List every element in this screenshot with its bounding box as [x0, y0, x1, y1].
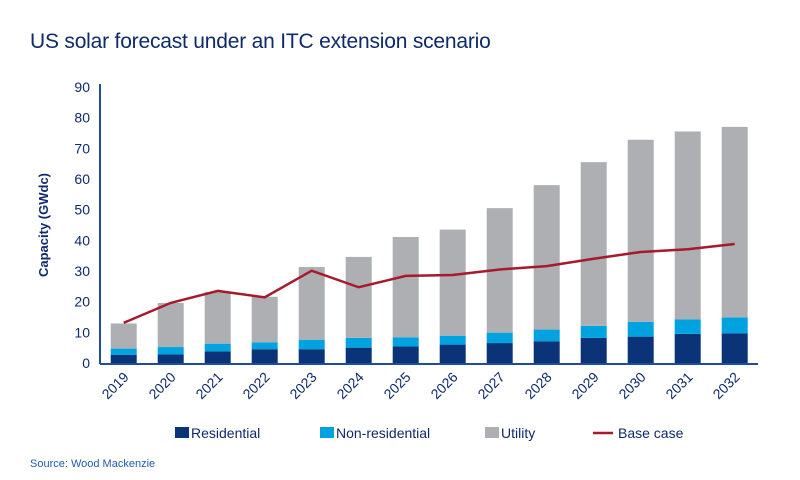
x-tick-label: 2024: [333, 369, 366, 402]
x-tick-label: 2023: [286, 369, 319, 402]
y-tick-label: 20: [74, 294, 90, 310]
bar-residential: [157, 354, 184, 363]
y-axis-label: Capacity (GWdc): [36, 173, 51, 277]
bar-non-residential: [721, 317, 748, 334]
bar-utility: [533, 185, 560, 330]
y-tick-label: 10: [74, 324, 90, 340]
bar-residential: [674, 333, 701, 363]
bar-residential: [486, 343, 513, 363]
bar-utility: [439, 229, 466, 336]
x-tick-label: 2019: [98, 369, 131, 402]
bar-utility: [110, 323, 137, 349]
y-tick-label: 30: [74, 263, 90, 279]
bar-residential: [580, 337, 607, 363]
bar-residential: [627, 336, 654, 363]
bar-non-residential: [251, 342, 278, 350]
bar-non-residential: [674, 319, 701, 334]
bar-residential: [204, 351, 231, 363]
x-tick-label: 2029: [568, 369, 601, 402]
bar-residential: [439, 344, 466, 363]
legend-label: Residential: [191, 425, 260, 441]
source-note: Source: Wood Mackenzie: [30, 458, 156, 470]
bar-residential: [721, 333, 748, 363]
bar-utility: [392, 236, 419, 338]
legend-label: Base case: [618, 425, 684, 441]
x-tick-label: 2031: [662, 369, 695, 402]
bar-non-residential: [345, 337, 372, 348]
legend-label: Non-residential: [336, 425, 430, 441]
y-tick-label: 0: [82, 355, 90, 371]
chart-title: US solar forecast under an ITC extension…: [30, 30, 491, 53]
bar-residential: [110, 354, 137, 363]
bar-utility: [157, 302, 184, 348]
bar-residential: [392, 346, 419, 363]
bar-utility: [204, 292, 231, 344]
bar-non-residential: [392, 337, 419, 347]
y-tick-label: 40: [74, 232, 90, 248]
bar-non-residential: [298, 339, 325, 350]
bar-residential: [533, 341, 560, 363]
x-tick-label: 2022: [239, 369, 272, 402]
y-tick-label: 70: [74, 140, 90, 156]
bar-non-residential: [533, 329, 560, 342]
bar-residential: [251, 349, 278, 363]
y-tick-label: 90: [74, 79, 90, 95]
bar-non-residential: [580, 325, 607, 338]
legend-swatch-0: [175, 427, 189, 438]
x-tick-label: 2027: [474, 369, 507, 402]
x-tick-label: 2020: [145, 369, 178, 402]
y-tick-label: 60: [74, 171, 90, 187]
x-tick-label: 2026: [427, 369, 460, 402]
legend-label: Utility: [501, 425, 535, 441]
bar-utility: [251, 296, 278, 343]
bar-utility: [345, 256, 372, 338]
bar-non-residential: [486, 332, 513, 344]
bar-utility: [674, 131, 701, 320]
x-tick-label: 2021: [192, 369, 225, 402]
bar-non-residential: [627, 321, 654, 337]
x-tick-label: 2030: [615, 369, 648, 402]
x-tick-label: 2025: [380, 369, 413, 402]
bar-utility: [627, 139, 654, 322]
legend-swatch-1: [320, 427, 334, 438]
x-tick-label: 2032: [709, 369, 742, 402]
bar-residential: [298, 349, 325, 363]
line-base-case: [123, 242, 735, 324]
bar-non-residential: [157, 347, 184, 355]
bar-utility: [298, 267, 325, 340]
bar-utility: [721, 126, 748, 318]
bar-non-residential: [439, 335, 466, 345]
bar-utility: [580, 162, 607, 326]
y-tick-label: 50: [74, 202, 90, 218]
bar-non-residential: [204, 343, 231, 352]
bar-residential: [345, 347, 372, 363]
bar-non-residential: [110, 348, 137, 355]
y-tick-label: 80: [74, 110, 90, 126]
x-tick-label: 2028: [521, 369, 554, 402]
legend-swatch-2: [485, 427, 499, 438]
